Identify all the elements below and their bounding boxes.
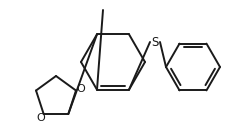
Text: S: S [151, 35, 159, 48]
Text: O: O [76, 84, 85, 94]
Text: O: O [37, 113, 46, 123]
